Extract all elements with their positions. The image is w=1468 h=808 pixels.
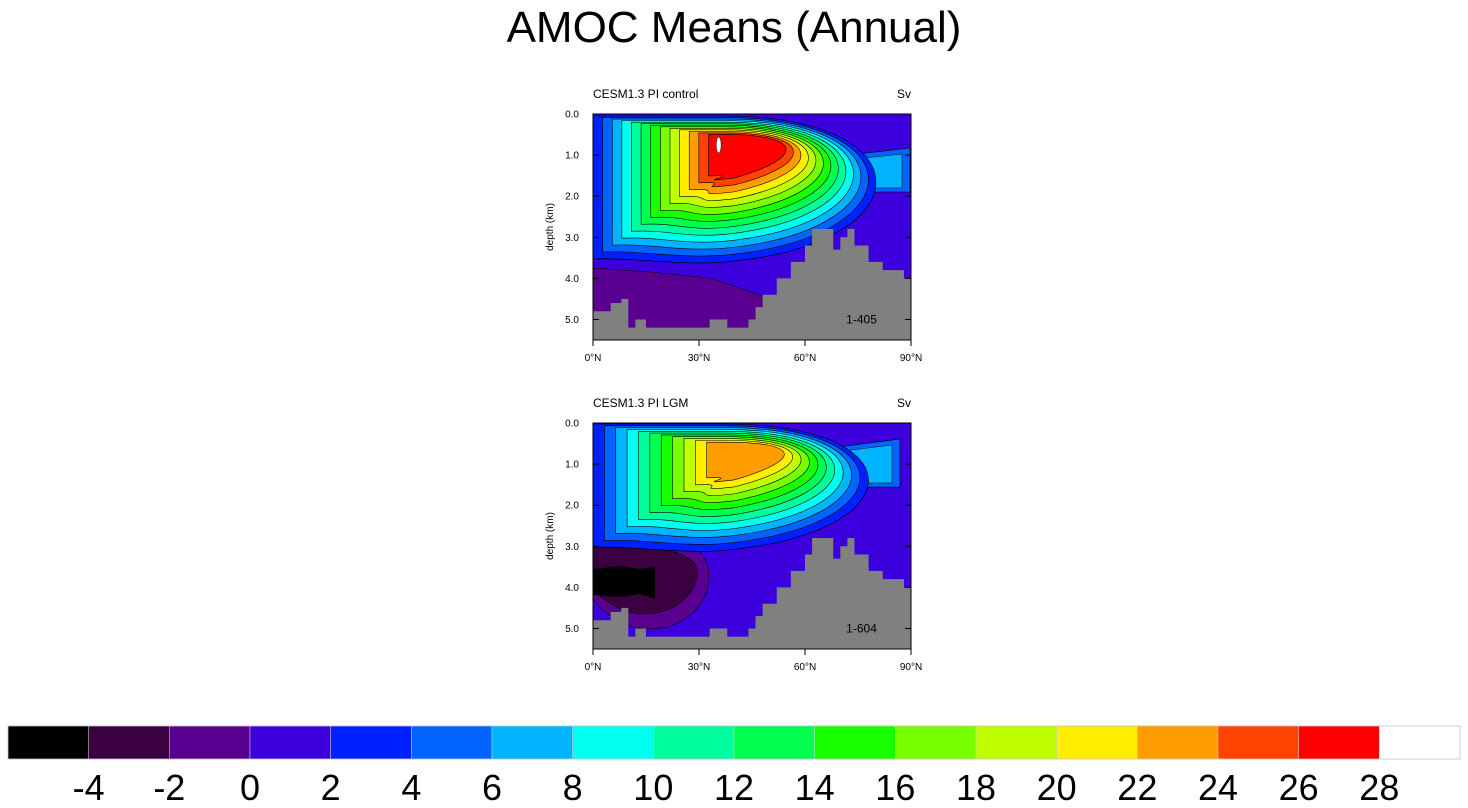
plot-frame [592,422,912,650]
colorbar-label: 8 [563,767,583,808]
x-tick-label: 30°N [688,662,710,673]
colorbar-swatch [572,725,654,760]
contour-band [593,566,655,599]
colorbar-label: 22 [1117,767,1157,808]
x-tick-label: 30°N [688,353,710,364]
colorbar-label: 2 [321,767,341,808]
colorbar-swatch [1217,725,1299,760]
colorbar-label: 24 [1198,767,1238,808]
y-tick-label: 1.0 [565,151,579,162]
y-tick-label: 5.0 [565,624,579,635]
contour-panel-control: 0.0 1.0 2.0 3.0 4.0 5.0 0°N 30°N 60°N 90°N depth (… [530,87,940,400]
x-tick-label: 90°N [900,662,922,673]
land-mask [593,229,911,340]
colorbar-label: -2 [153,767,185,808]
colorbar-swatch [7,725,89,760]
run-years-annotation: 1-405 [846,313,877,327]
colorbar-swatch [895,725,977,760]
contour-band [715,136,722,154]
colorbar-swatch [88,725,170,760]
colorbar-swatch [249,725,331,760]
contour-band [706,441,785,483]
colorbar-label: 12 [714,767,754,808]
colorbar-label: 4 [401,767,421,808]
y-tick-label: 5.0 [565,315,579,326]
land-mask [593,538,911,649]
colorbar-swatch [169,725,251,760]
panel-units: Sv [896,396,911,410]
y-tick-label: 2.0 [565,192,579,203]
y-tick-label: 0.0 [565,419,579,430]
colorbar-swatch [1137,725,1219,760]
colorbar-label: -4 [73,767,105,808]
y-tick-label: 4.0 [565,583,579,594]
colorbar-swatch [1298,725,1380,760]
colorbar-label: 10 [633,767,673,808]
colorbar-label: 28 [1359,767,1399,808]
y-tick-label: 4.0 [565,274,579,285]
colorbar-swatch [330,725,412,760]
contour-panel-lgm: 0.0 1.0 2.0 3.0 4.0 5.0 0°N 30°N 60°N 90°N depth (… [530,396,940,709]
contour-fill [593,423,911,649]
colorbar-label: 26 [1279,767,1319,808]
contour-fill [593,114,911,340]
y-axis-label: depth (km) [545,203,556,251]
colorbar-swatch [411,725,493,760]
colorbar-swatch [975,725,1057,760]
panel-units: Sv [896,87,911,101]
colorbar-frame [7,725,1461,760]
panel-title: CESM1.3 PI LGM [593,396,689,410]
contour-plot-control: 0.0 1.0 2.0 3.0 4.0 5.0 0°N 30°N 60°N 90°N depth (… [545,110,922,365]
y-tick-label: 3.0 [565,542,579,553]
colorbar-label: 18 [956,767,996,808]
colorbar-swatch [1056,725,1138,760]
y-tick-label: 3.0 [565,233,579,244]
colorbar-swatch [733,725,815,760]
x-tick-label: 0°N [585,662,602,673]
colorbar-label: 16 [875,767,915,808]
x-tick-label: 90°N [900,353,922,364]
y-axis-label: depth (km) [545,512,556,560]
y-tick-label: 0.0 [565,110,579,121]
run-years-annotation: 1-604 [846,622,877,636]
x-tick-label: 60°N [794,353,816,364]
panel-title: CESM1.3 PI control [593,87,699,101]
plot-frame [592,113,912,341]
y-tick-label: 1.0 [565,460,579,471]
colorbar-swatch [1379,725,1461,760]
colorbar-label: 20 [1037,767,1077,808]
page-title: AMOC Means (Annual) [506,3,962,52]
colorbar-label: 0 [240,767,260,808]
colorbar-swatch [814,725,896,760]
colorbar-swatch [491,725,573,760]
x-tick-label: 0°N [585,353,602,364]
x-tick-label: 60°N [794,662,816,673]
colorbar-swatch [653,725,735,760]
colorbar-label: 6 [482,767,502,808]
y-tick-label: 2.0 [565,501,579,512]
colorbar-label: 14 [795,767,835,808]
contour-plot-lgm: 0.0 1.0 2.0 3.0 4.0 5.0 0°N 30°N 60°N 90°N depth (… [545,419,922,674]
contour-band [708,134,787,181]
